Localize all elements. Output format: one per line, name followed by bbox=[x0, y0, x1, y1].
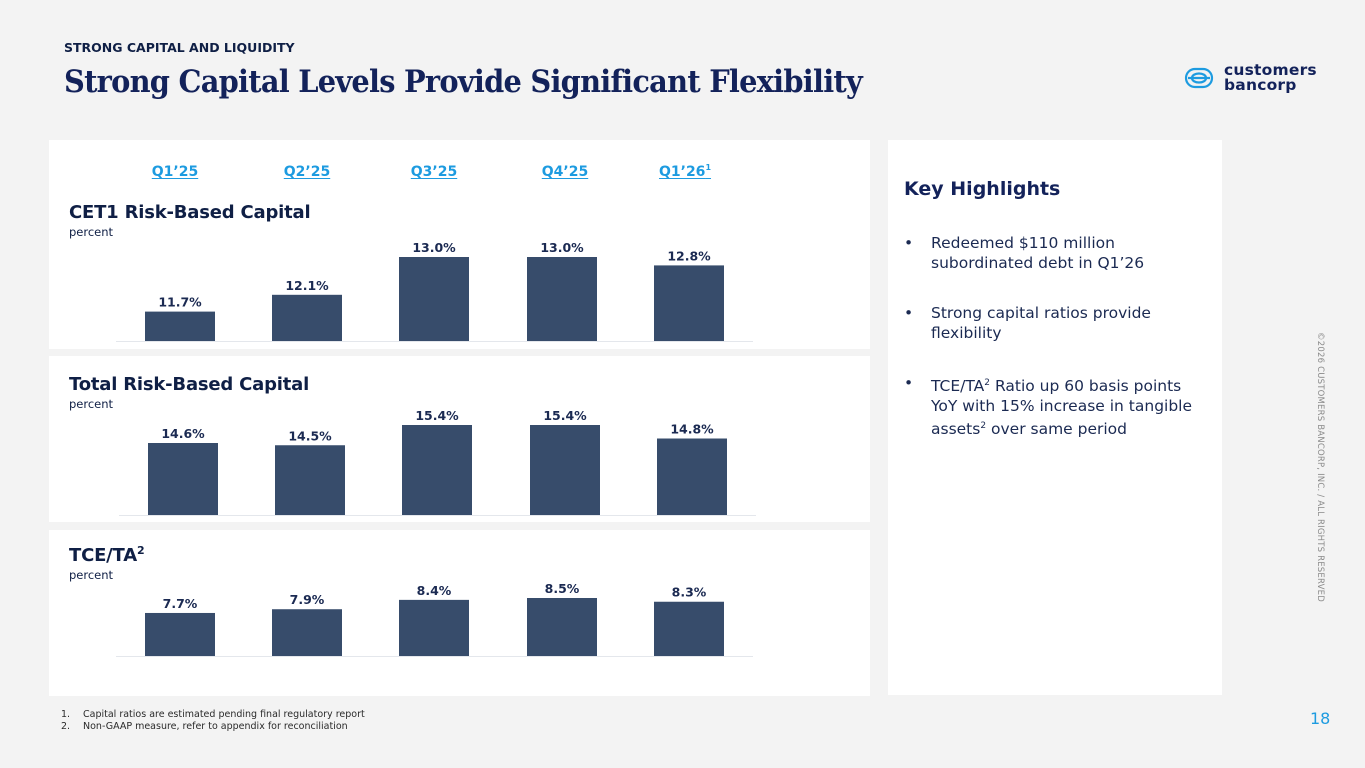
company-logo: customers bancorp bbox=[1184, 61, 1317, 94]
highlight-text: Redeemed $110 million subordinated debt … bbox=[931, 234, 1145, 272]
chart-unit-tce-ta: percent bbox=[69, 568, 114, 582]
quarter-footnote: 1 bbox=[705, 163, 712, 172]
footnote-text: Non-GAAP measure, refer to appendix for … bbox=[83, 721, 348, 732]
quarter-label-text: Q4’25 bbox=[541, 164, 589, 180]
quarter-label-text: Q3’25 bbox=[410, 164, 458, 180]
quarter-label: Q1’261 bbox=[659, 163, 711, 180]
chart-title-tce-ta: TCE/TA2 bbox=[69, 544, 145, 566]
footnote-number: 1. bbox=[61, 709, 71, 720]
chart-unit-total-rbc: percent bbox=[69, 397, 114, 411]
footnotes: 1. Capital ratios are estimated pending f… bbox=[61, 709, 365, 733]
footnote-number: 2. bbox=[61, 721, 71, 732]
key-highlights-panel bbox=[888, 140, 1222, 695]
page-number: 18 bbox=[1310, 709, 1331, 728]
highlight-text: over same period bbox=[986, 420, 1128, 438]
quarter-label-text: Q2’25 bbox=[283, 164, 331, 180]
highlight-text: TCE/TA bbox=[931, 377, 985, 395]
chart-title-text: CET1 Risk-Based Capital bbox=[69, 202, 311, 223]
chart-title-sup: 2 bbox=[136, 544, 145, 557]
highlights-list: • Redeemed $110 million subordinated deb… bbox=[904, 233, 1204, 469]
quarter-label-text: Q1’26 bbox=[658, 164, 706, 180]
copyright-notice: ©2026 CUSTOMERS BANCORP, INC. / ALL RIGH… bbox=[1315, 332, 1325, 602]
footnote-text: Capital ratios are estimated pending fin… bbox=[83, 709, 365, 720]
footnote-ref: 2 bbox=[980, 421, 987, 431]
quarter-label: Q3’25 bbox=[411, 163, 457, 180]
logo-line-2: bancorp bbox=[1224, 76, 1297, 94]
customers-bancorp-logo-icon bbox=[1184, 67, 1214, 89]
page-title: Strong Capital Levels Provide Significan… bbox=[64, 64, 863, 100]
chart-title-text: Total Risk-Based Capital bbox=[69, 374, 310, 395]
highlight-text: Ratio up 60 basis points YoY with 15% in… bbox=[931, 377, 1193, 438]
footnote: 2. Non-GAAP measure, refer to appendix fo… bbox=[61, 721, 365, 733]
footnote: 1. Capital ratios are estimated pending f… bbox=[61, 709, 365, 721]
chart-unit-cet1: percent bbox=[69, 225, 114, 239]
quarter-label: Q4’25 bbox=[542, 163, 588, 180]
highlight-item: • TCE/TA2 Ratio up 60 basis points YoY w… bbox=[904, 373, 1204, 439]
bullet-icon: • bbox=[904, 304, 914, 322]
chart-title-cet1: CET1 Risk-Based Capital bbox=[69, 201, 311, 223]
quarter-label: Q1’25 bbox=[152, 163, 198, 180]
highlight-item: • Redeemed $110 million subordinated deb… bbox=[904, 233, 1204, 273]
bullet-icon: • bbox=[904, 374, 914, 392]
key-highlights-title: Key Highlights bbox=[904, 178, 1061, 200]
footnote-ref: 2 bbox=[984, 378, 991, 388]
bullet-icon: • bbox=[904, 234, 914, 252]
quarter-label: Q2’25 bbox=[284, 163, 330, 180]
quarter-label-text: Q1’25 bbox=[151, 164, 199, 180]
highlight-text: Strong capital ratios provide flexibilit… bbox=[931, 304, 1151, 342]
logo-line-1: customers bbox=[1224, 61, 1317, 79]
section-eyebrow: STRONG CAPITAL AND LIQUIDITY bbox=[64, 40, 295, 55]
highlight-item: • Strong capital ratios provide flexibil… bbox=[904, 303, 1204, 343]
tce-ta-panel bbox=[49, 530, 870, 696]
chart-title-text: TCE/TA bbox=[69, 545, 137, 566]
chart-title-total-rbc: Total Risk-Based Capital bbox=[69, 373, 309, 395]
logo-wordmark: customers bancorp bbox=[1224, 61, 1317, 94]
